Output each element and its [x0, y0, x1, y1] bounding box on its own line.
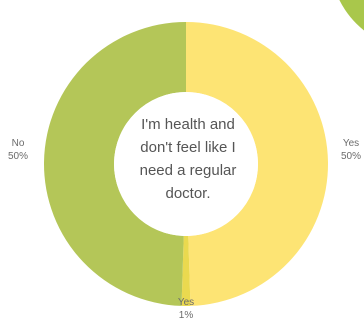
slice-no-2 [44, 22, 186, 306]
slice-label-yes-small-percent: 1% [178, 310, 194, 321]
slice-label-no-percent: 50% [7, 151, 28, 162]
slice-label-yes: Yes 50% [331, 137, 364, 163]
slice-label-no: No 50% [0, 137, 38, 163]
corner-decoration [339, 0, 364, 31]
slice-label-yes-small: Yes 1% [166, 296, 206, 322]
slice-yes-1 [181, 235, 191, 306]
center-text: I'm health and don't feel like I need a … [139, 116, 237, 202]
slice-label-yes-percent: 50% [340, 151, 361, 162]
slice-label-no-name: No [11, 138, 25, 149]
slice-label-yes-small-name: Yes [177, 297, 195, 308]
slice-label-yes-name: Yes [342, 138, 360, 149]
donut-hole [114, 92, 258, 236]
slice-yes-0 [186, 22, 328, 306]
